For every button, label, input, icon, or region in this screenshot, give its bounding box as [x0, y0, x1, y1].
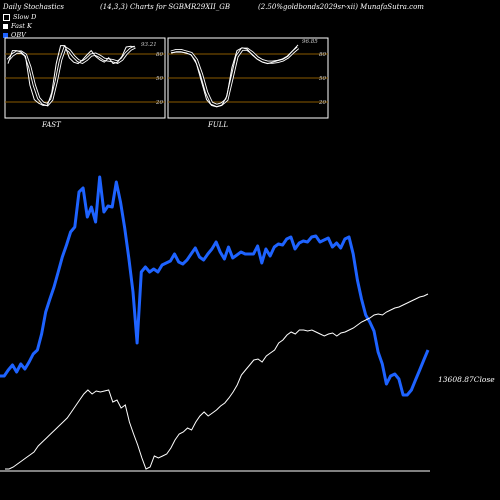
legend-swatch-obv: [3, 33, 8, 38]
full-panel: 20 50 80 96.85 FULL: [167, 37, 329, 129]
obv-line: [0, 175, 430, 397]
close-price-line: [5, 293, 429, 470]
chart-header-middle: (14,3,3) Charts for SGBMR29XII_GB: [100, 3, 230, 11]
fast-level-tick-80: 80: [156, 52, 163, 58]
legend-label-obv: OBV: [11, 31, 26, 39]
legend-swatch-fast-k: [3, 24, 8, 29]
legend-item-slow-d: Slow D: [3, 13, 36, 22]
legend-item-obv: OBV: [3, 31, 36, 40]
legend-label-fast-k: Fast K: [11, 22, 32, 30]
legend-label-slow-d: Slow D: [13, 13, 37, 21]
legend: Slow D Fast K OBV: [3, 13, 36, 40]
full-level-tick-80: 80: [319, 52, 326, 58]
full-level-tick-50: 50: [319, 76, 326, 82]
chart-header-left: Daily Stochastics: [3, 3, 65, 11]
chart-header-right: (2.50%goldbonds2029sr-xii) MunafaSutra.c…: [258, 3, 424, 11]
fast-panel-title: FAST: [41, 121, 62, 129]
fast-panel: 20 50 80 93.21 FAST: [4, 37, 166, 129]
fast-level-tick-20: 20: [155, 100, 163, 106]
fast-slow-d-line: [7, 46, 136, 106]
full-panel-title: FULL: [207, 121, 228, 129]
full-slow-d-line: [170, 47, 299, 107]
legend-item-fast-k: Fast K: [3, 22, 36, 31]
close-value-label: 13608.87Close: [438, 375, 495, 384]
fast-level-tick-50: 50: [156, 76, 163, 82]
fast-fast-k-line: [7, 45, 136, 106]
legend-swatch-slow-d: [3, 14, 10, 21]
fast-last-value-label: 93.21: [141, 42, 157, 48]
obv-panel: 13608.87Close: [0, 175, 495, 472]
full-level-tick-20: 20: [318, 100, 326, 106]
full-last-value-label: 96.85: [302, 39, 318, 45]
full-fast-k-line: [170, 44, 299, 108]
